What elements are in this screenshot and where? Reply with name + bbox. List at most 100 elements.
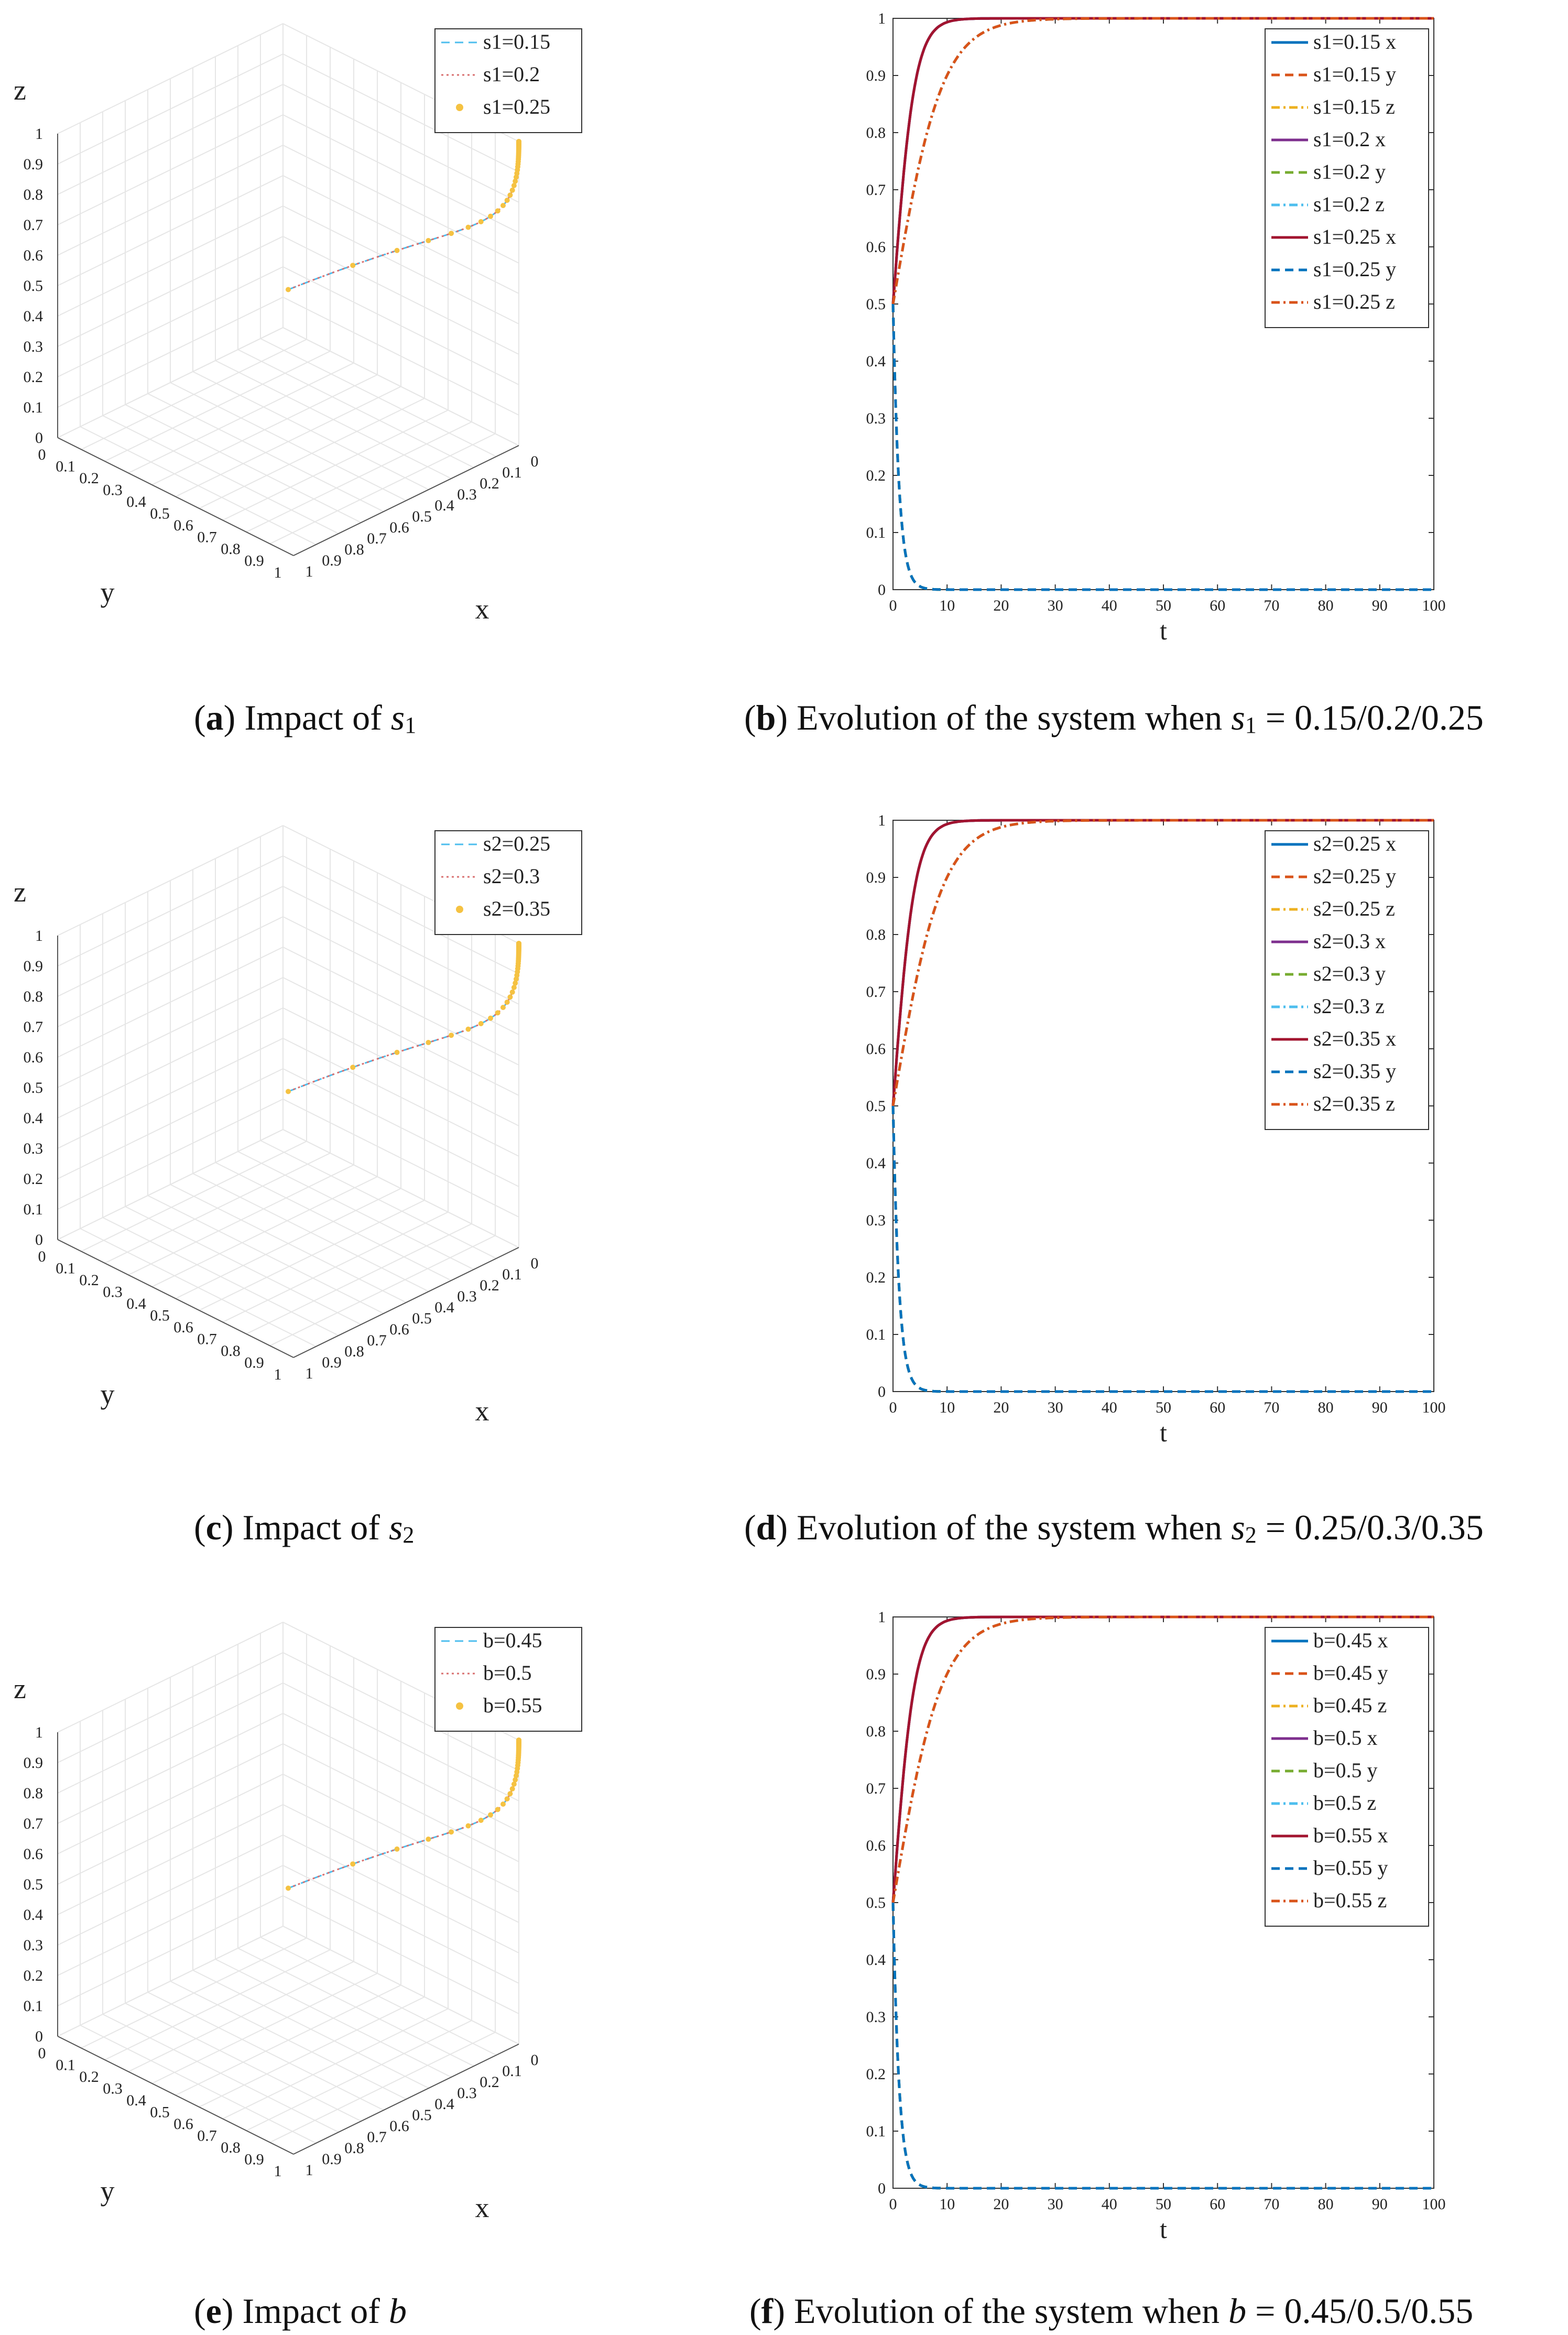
x-tick-label: 0.1 [502,1266,522,1283]
x-axis-label: x [475,593,489,625]
legend-label: s2=0.35 z [1313,1092,1395,1115]
legend-label: b=0.45 y [1313,1661,1388,1685]
x-tick-label: 60 [1210,1399,1225,1416]
grid-line [246,2020,472,2131]
grid-line [57,53,284,165]
x-tick-label: 0.8 [344,2139,364,2157]
y-tick-label: 0.2 [79,2068,99,2086]
y-tick-label: 0.5 [150,2104,170,2121]
trajectory-marker [516,941,521,947]
axis-line-y [293,445,519,556]
legend-label: s2=0.35 [483,897,550,920]
series-line-8 [891,1615,1434,1903]
grid-line [269,2032,496,2143]
grid-line [282,977,519,1096]
x-tick-label: 20 [993,2196,1009,2213]
x-tick-label: 0.9 [322,552,342,569]
y-tick-label: 0.6 [173,1319,193,1336]
trajectory-marker [426,1837,431,1842]
z-tick-label: 0.8 [24,186,43,203]
y-tick-label: 0.7 [866,181,886,199]
chart-3d-b: 00.10.20.30.40.50.60.70.80.9100.10.20.30… [14,1622,582,2223]
legend-label: s1=0.15 y [1313,62,1396,86]
legend-box [1265,28,1429,328]
z-tick-label: 0.9 [24,1754,43,1772]
caption-d: (d) Evolution of the system when s2 = 0.… [744,1507,1484,1548]
grid-line [57,825,284,936]
x-axis-label: t [1160,616,1167,645]
x-tick-label: 0.3 [457,2084,477,2102]
x-tick-label: 20 [993,1399,1009,1416]
legend-label: s2=0.3 x [1313,929,1386,953]
legend-label: s1=0.25 [483,95,550,118]
x-axis-label: x [475,2192,489,2223]
z-tick-label: 0 [35,429,43,447]
z-tick-label: 0.7 [24,216,43,234]
legend-box [1265,1627,1429,1927]
x-tick-label: 20 [993,597,1009,614]
grid-line [57,1682,284,1794]
y-tick-label: 0.5 [866,1098,886,1115]
z-tick-label: 0.1 [24,1201,43,1218]
y-tick-label: 0 [38,446,46,463]
x-tick-label: 40 [1102,2196,1117,2213]
x-tick-label: 70 [1264,2196,1279,2213]
trajectory-marker [286,1885,291,1891]
x-tick-label: 80 [1318,1399,1334,1416]
y-axis-label: y [101,577,115,608]
x-axis-label: x [475,1395,489,1427]
z-tick-label: 0.2 [24,368,43,386]
y-tick-label: 0.1 [866,1326,886,1343]
series-line-4 [891,303,1434,591]
caption-e: (e) Impact of b [194,2291,407,2331]
legend-label: b=0.5 [483,1661,532,1685]
trajectory-marker [465,1026,471,1032]
trajectory-marker [516,139,521,145]
x-tick-label: 40 [1102,1399,1117,1416]
grid-line [57,855,284,966]
grid-line [222,2008,449,2120]
z-tick-label: 0.6 [24,1049,43,1066]
x-tick-label: 30 [1048,597,1063,614]
trajectory-marker [509,989,515,995]
trajectory-marker [504,1796,510,1802]
y-tick-label: 0.4 [866,1155,886,1172]
x-tick-label: 0.2 [480,1277,499,1294]
grid-line [57,114,284,225]
trajectory-marker [495,1807,500,1812]
x-tick-label: 0.5 [412,508,432,525]
legend-box [434,1627,582,1732]
grid-line [125,404,362,523]
x-tick-label: 90 [1372,2196,1388,2213]
y-tick-label: 1 [274,2163,282,2180]
y-tick-label: 0.2 [866,467,886,484]
legend-label: s2=0.25 y [1313,864,1396,888]
legend-label: b=0.45 z [1313,1693,1387,1717]
legend-label: s2=0.3 z [1313,994,1385,1018]
z-tick-label: 0.6 [24,247,43,264]
x-tick-label: 0.1 [502,2062,522,2080]
x-tick-label: 0.6 [389,2117,409,2135]
chart-evolution-b: 0 10 20 30 40 50 60 70 80 90 100 0 0.1 0.2 0.3 0.4 0.5 0.… [866,1609,1446,2244]
chart-evolution-s2: 0 10 20 30 40 50 60 70 80 90 100 0 0.1 0.2 0.3 0.4 0.5 0.… [866,812,1446,1447]
legend-swatch [456,906,463,913]
x-tick-label: 0.6 [389,1321,409,1338]
grid-line [57,1652,284,1763]
trajectory-marker [495,208,500,214]
x-tick-label: 40 [1102,597,1117,614]
series-line-4 [891,1105,1434,1393]
y-tick-label: 0.4 [126,1295,146,1312]
x-tick-label: 30 [1048,2196,1063,2213]
trajectory-marker [394,1049,400,1055]
legend-label: b=0.5 y [1313,1758,1378,1782]
x-tick-label: 0.7 [367,2128,387,2146]
x-tick-label: 60 [1210,2196,1225,2213]
grid-line [147,393,384,512]
legend-label: s2=0.3 y [1313,962,1386,985]
y-tick-label: 0 [878,2180,886,2197]
y-tick-label: 0.8 [221,1342,241,1360]
axis-line-y [293,1247,519,1358]
y-tick-label: 0 [878,1383,886,1400]
z-tick-label: 0.8 [24,988,43,1005]
y-tick-label: 1 [878,812,886,829]
